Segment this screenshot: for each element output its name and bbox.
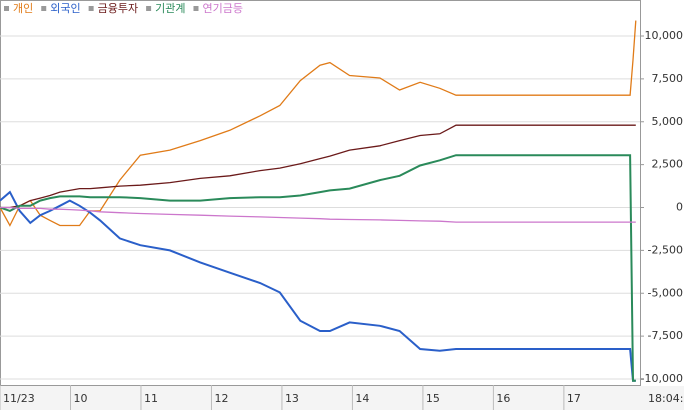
- legend-swatch: [88, 6, 94, 11]
- x-tick-label: 15: [426, 392, 440, 405]
- x-tick-label: 11/23: [3, 392, 35, 405]
- legend-label: 개인: [13, 2, 33, 15]
- y-tick-label: 7,500: [652, 72, 684, 85]
- y-tick-label: -10,000: [641, 372, 683, 385]
- y-tick-label: -7,500: [648, 329, 683, 342]
- legend-swatch: [193, 6, 199, 11]
- y-tick-label: 0: [676, 201, 683, 214]
- y-tick-label: 10,000: [645, 29, 684, 42]
- series-line: [0, 20, 637, 227]
- x-tick-label: 11: [144, 392, 158, 405]
- y-tick-label: -2,500: [648, 243, 683, 256]
- legend-label: 금융투자: [98, 2, 138, 15]
- x-tick-label: 16: [496, 392, 510, 405]
- series-line: [0, 154, 636, 382]
- x-tick-label: 12: [214, 392, 228, 405]
- legend-swatch: [146, 6, 152, 11]
- legend-swatch: [4, 6, 9, 11]
- time-label: 18:04:0: [648, 392, 684, 405]
- x-tick-label: 14: [355, 392, 369, 405]
- x-tick-label: 17: [567, 392, 581, 405]
- x-axis-strip: [0, 386, 684, 410]
- x-tick-label: 13: [285, 392, 299, 405]
- y-tick-label: -5,000: [648, 286, 683, 299]
- y-tick-label: 5,000: [652, 115, 684, 128]
- legend-label: 연기금등: [202, 2, 242, 15]
- series-line: [0, 124, 636, 209]
- legend-swatch: [41, 6, 47, 11]
- y-tick-label: 2,500: [652, 158, 684, 171]
- x-tick-label: 10: [73, 392, 87, 405]
- series-line: [0, 206, 636, 223]
- legend-label: 외국인: [50, 2, 80, 15]
- legend-label: 기관계: [155, 2, 185, 15]
